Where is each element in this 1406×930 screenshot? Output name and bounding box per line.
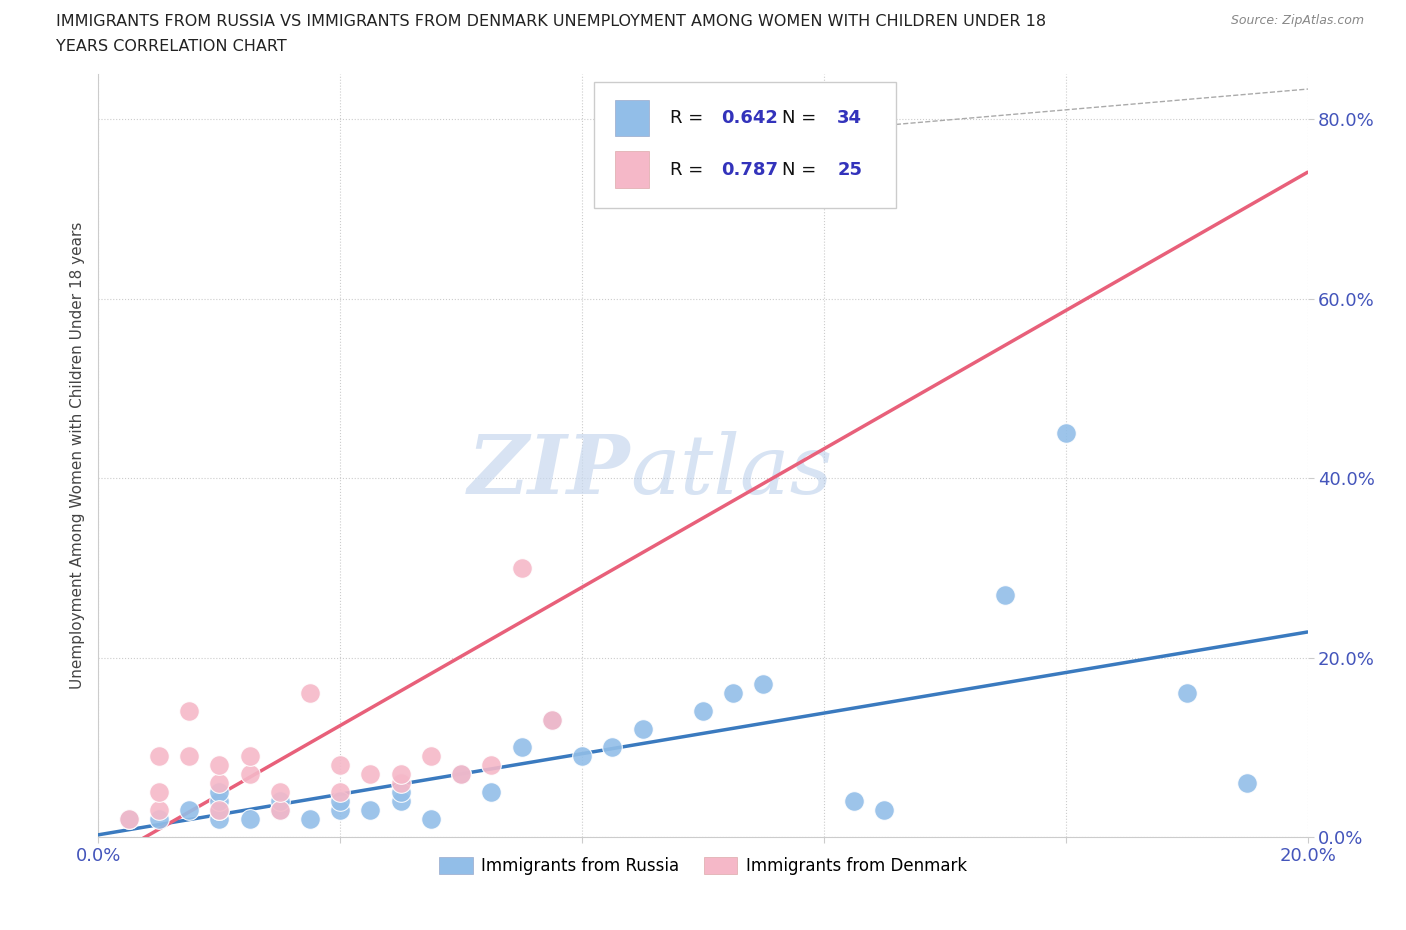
Point	[389, 766, 412, 781]
Point	[118, 812, 141, 827]
Point	[329, 785, 352, 800]
Point	[631, 722, 654, 737]
Point	[208, 758, 231, 773]
Point	[269, 785, 291, 800]
Point	[299, 812, 322, 827]
Point	[208, 812, 231, 827]
Point	[389, 776, 412, 790]
Point	[208, 803, 231, 817]
Point	[510, 740, 533, 755]
Text: 25: 25	[837, 161, 862, 179]
Point	[692, 704, 714, 719]
Point	[360, 766, 382, 781]
Point	[179, 803, 201, 817]
Text: 34: 34	[837, 109, 862, 126]
Point	[481, 758, 503, 773]
Point	[148, 803, 170, 817]
Text: R =: R =	[671, 161, 710, 179]
Point	[752, 677, 775, 692]
FancyBboxPatch shape	[614, 152, 648, 188]
Text: IMMIGRANTS FROM RUSSIA VS IMMIGRANTS FROM DENMARK UNEMPLOYMENT AMONG WOMEN WITH : IMMIGRANTS FROM RUSSIA VS IMMIGRANTS FRO…	[56, 14, 1046, 29]
Point	[148, 749, 170, 764]
Point	[389, 785, 412, 800]
Point	[269, 793, 291, 808]
Point	[299, 686, 322, 701]
Point	[571, 749, 593, 764]
Point	[540, 713, 562, 728]
Point	[269, 803, 291, 817]
Point	[389, 793, 412, 808]
Text: N =: N =	[782, 109, 821, 126]
Point	[208, 776, 231, 790]
Point	[1236, 776, 1258, 790]
Point	[239, 749, 262, 764]
Point	[329, 803, 352, 817]
Text: Source: ZipAtlas.com: Source: ZipAtlas.com	[1230, 14, 1364, 27]
FancyBboxPatch shape	[595, 82, 897, 208]
Point	[450, 766, 472, 781]
Point	[148, 785, 170, 800]
Point	[269, 803, 291, 817]
Point	[723, 686, 745, 701]
Point	[118, 812, 141, 827]
Point	[1054, 426, 1077, 441]
Text: ZIP: ZIP	[468, 431, 630, 511]
Point	[450, 766, 472, 781]
Text: N =: N =	[782, 161, 821, 179]
Point	[239, 766, 262, 781]
Point	[844, 793, 866, 808]
Y-axis label: Unemployment Among Women with Children Under 18 years: Unemployment Among Women with Children U…	[69, 222, 84, 689]
Point	[420, 812, 443, 827]
Point	[1175, 686, 1198, 701]
Point	[631, 139, 654, 153]
Point	[329, 793, 352, 808]
Point	[873, 803, 896, 817]
Point	[420, 749, 443, 764]
Text: 0.642: 0.642	[721, 109, 778, 126]
Text: R =: R =	[671, 109, 710, 126]
Point	[208, 803, 231, 817]
Point	[239, 812, 262, 827]
Point	[540, 713, 562, 728]
Point	[602, 740, 624, 755]
Point	[208, 785, 231, 800]
Point	[481, 785, 503, 800]
Text: YEARS CORRELATION CHART: YEARS CORRELATION CHART	[56, 39, 287, 54]
Point	[148, 812, 170, 827]
Point	[269, 803, 291, 817]
Legend: Immigrants from Russia, Immigrants from Denmark: Immigrants from Russia, Immigrants from …	[433, 851, 973, 882]
Point	[360, 803, 382, 817]
Point	[329, 758, 352, 773]
Point	[208, 793, 231, 808]
Point	[994, 588, 1017, 603]
Point	[179, 749, 201, 764]
Point	[179, 704, 201, 719]
Point	[510, 561, 533, 576]
Text: 0.787: 0.787	[721, 161, 778, 179]
FancyBboxPatch shape	[614, 100, 648, 136]
Text: atlas: atlas	[630, 431, 832, 511]
